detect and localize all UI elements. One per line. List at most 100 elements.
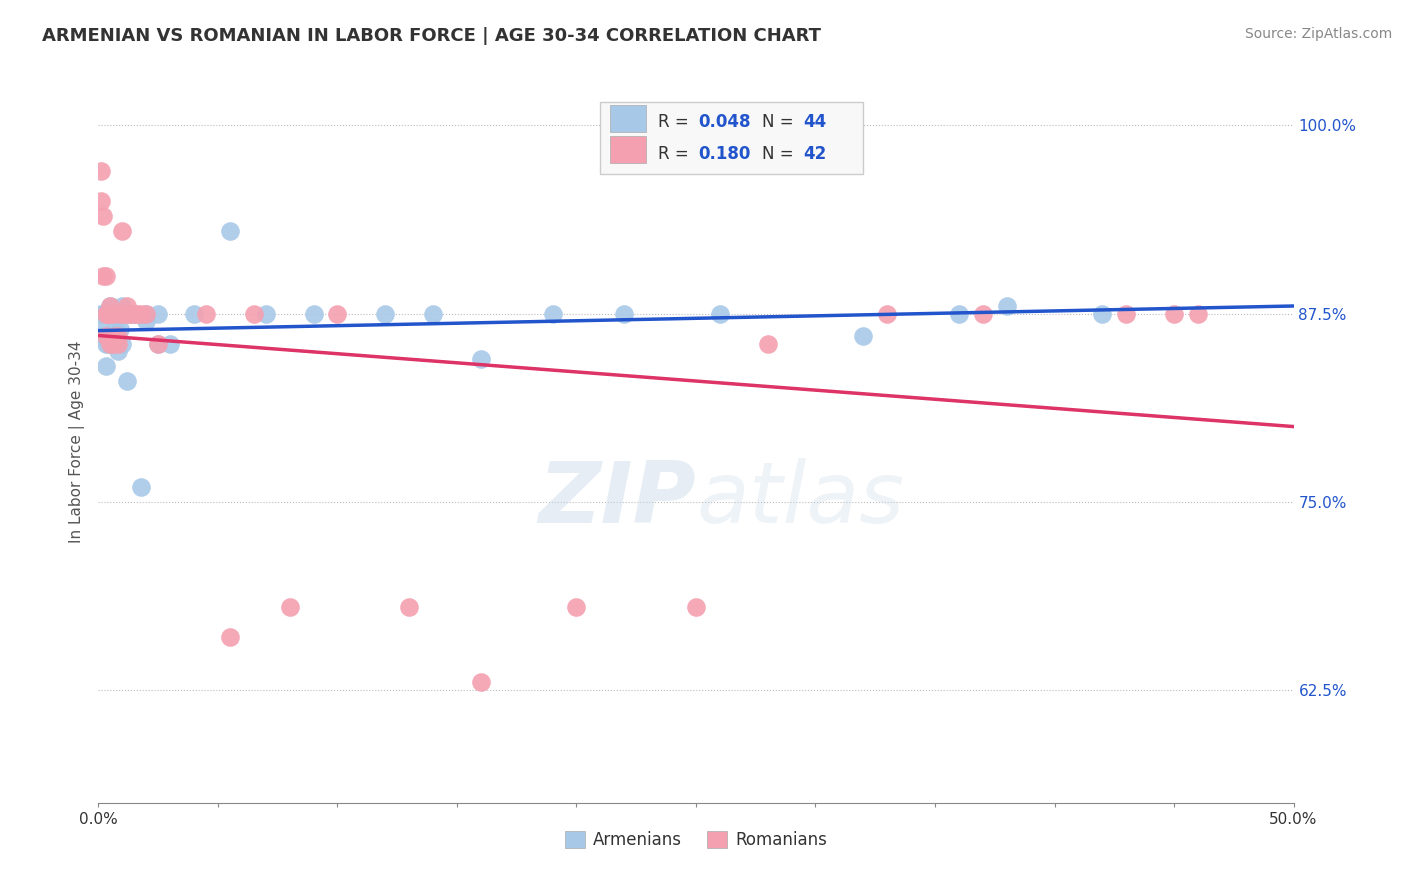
Point — [135, 307, 157, 321]
Point — [278, 600, 301, 615]
Point — [124, 307, 146, 321]
Legend: Armenians, Romanians: Armenians, Romanians — [558, 824, 834, 856]
Point — [374, 307, 396, 321]
Point — [97, 307, 120, 321]
Point — [114, 307, 136, 321]
Point — [107, 344, 129, 359]
Point — [90, 307, 112, 321]
Point — [709, 307, 731, 321]
Point — [98, 299, 122, 313]
Point — [1187, 307, 1209, 321]
Point — [243, 307, 266, 321]
Point — [98, 336, 122, 351]
Point — [195, 307, 218, 321]
Text: R =: R = — [658, 113, 693, 131]
Point — [118, 307, 141, 321]
Text: R =: R = — [658, 145, 693, 163]
Point — [565, 600, 588, 615]
Point — [97, 336, 120, 351]
Point — [108, 321, 131, 335]
Point — [91, 307, 114, 321]
Point — [398, 600, 420, 615]
Point — [98, 329, 122, 343]
Point — [97, 307, 120, 321]
Point — [111, 224, 134, 238]
Point — [1115, 307, 1137, 321]
Text: 0.180: 0.180 — [699, 145, 751, 163]
Point — [107, 329, 129, 343]
Point — [148, 336, 170, 351]
Point — [125, 307, 148, 321]
Point — [219, 630, 242, 644]
Y-axis label: In Labor Force | Age 30-34: In Labor Force | Age 30-34 — [69, 340, 84, 543]
Point — [94, 307, 117, 321]
Point — [90, 194, 112, 208]
Point — [470, 675, 492, 690]
Point — [852, 329, 875, 343]
Point — [148, 307, 170, 321]
Point — [1091, 307, 1114, 321]
Point — [756, 336, 779, 351]
Point — [111, 299, 134, 313]
Point — [91, 268, 114, 283]
Point — [108, 307, 131, 321]
Point — [101, 336, 124, 351]
Point — [98, 299, 122, 313]
Text: N =: N = — [762, 113, 799, 131]
Point — [302, 307, 325, 321]
Point — [948, 307, 970, 321]
Point — [135, 307, 157, 321]
Point — [131, 480, 153, 494]
Point — [115, 299, 138, 313]
Point — [101, 307, 124, 321]
Point — [541, 307, 564, 321]
Point — [107, 336, 129, 351]
Point — [91, 209, 114, 223]
Point — [124, 307, 146, 321]
Point — [159, 336, 181, 351]
Point — [118, 307, 141, 321]
Point — [97, 307, 120, 321]
FancyBboxPatch shape — [610, 136, 645, 163]
Point — [104, 329, 127, 343]
Text: ZIP: ZIP — [538, 458, 696, 541]
Point — [94, 359, 117, 374]
Point — [104, 321, 127, 335]
Text: 44: 44 — [804, 113, 827, 131]
Point — [470, 351, 492, 366]
Point — [135, 314, 157, 328]
Point — [995, 299, 1018, 313]
Point — [91, 329, 114, 343]
Text: N =: N = — [762, 145, 799, 163]
Point — [422, 307, 444, 321]
Text: ARMENIAN VS ROMANIAN IN LABOR FORCE | AGE 30-34 CORRELATION CHART: ARMENIAN VS ROMANIAN IN LABOR FORCE | AG… — [42, 27, 821, 45]
Point — [254, 307, 277, 321]
Point — [124, 307, 146, 321]
Point — [101, 336, 124, 351]
FancyBboxPatch shape — [600, 102, 863, 174]
Text: 42: 42 — [804, 145, 827, 163]
Point — [131, 307, 153, 321]
Point — [1163, 307, 1185, 321]
Point — [98, 329, 122, 343]
Point — [219, 224, 242, 238]
Point — [148, 336, 170, 351]
Point — [613, 307, 636, 321]
Point — [685, 600, 707, 615]
Point — [90, 321, 112, 335]
Point — [876, 307, 898, 321]
FancyBboxPatch shape — [610, 105, 645, 132]
Text: atlas: atlas — [696, 458, 904, 541]
Point — [94, 329, 117, 343]
Point — [183, 307, 205, 321]
Point — [107, 307, 129, 321]
Point — [326, 307, 349, 321]
Text: Source: ZipAtlas.com: Source: ZipAtlas.com — [1244, 27, 1392, 41]
Point — [115, 375, 138, 389]
Point — [94, 336, 117, 351]
Point — [111, 336, 134, 351]
Point — [94, 268, 117, 283]
Point — [94, 307, 117, 321]
Point — [90, 163, 112, 178]
Point — [101, 307, 124, 321]
